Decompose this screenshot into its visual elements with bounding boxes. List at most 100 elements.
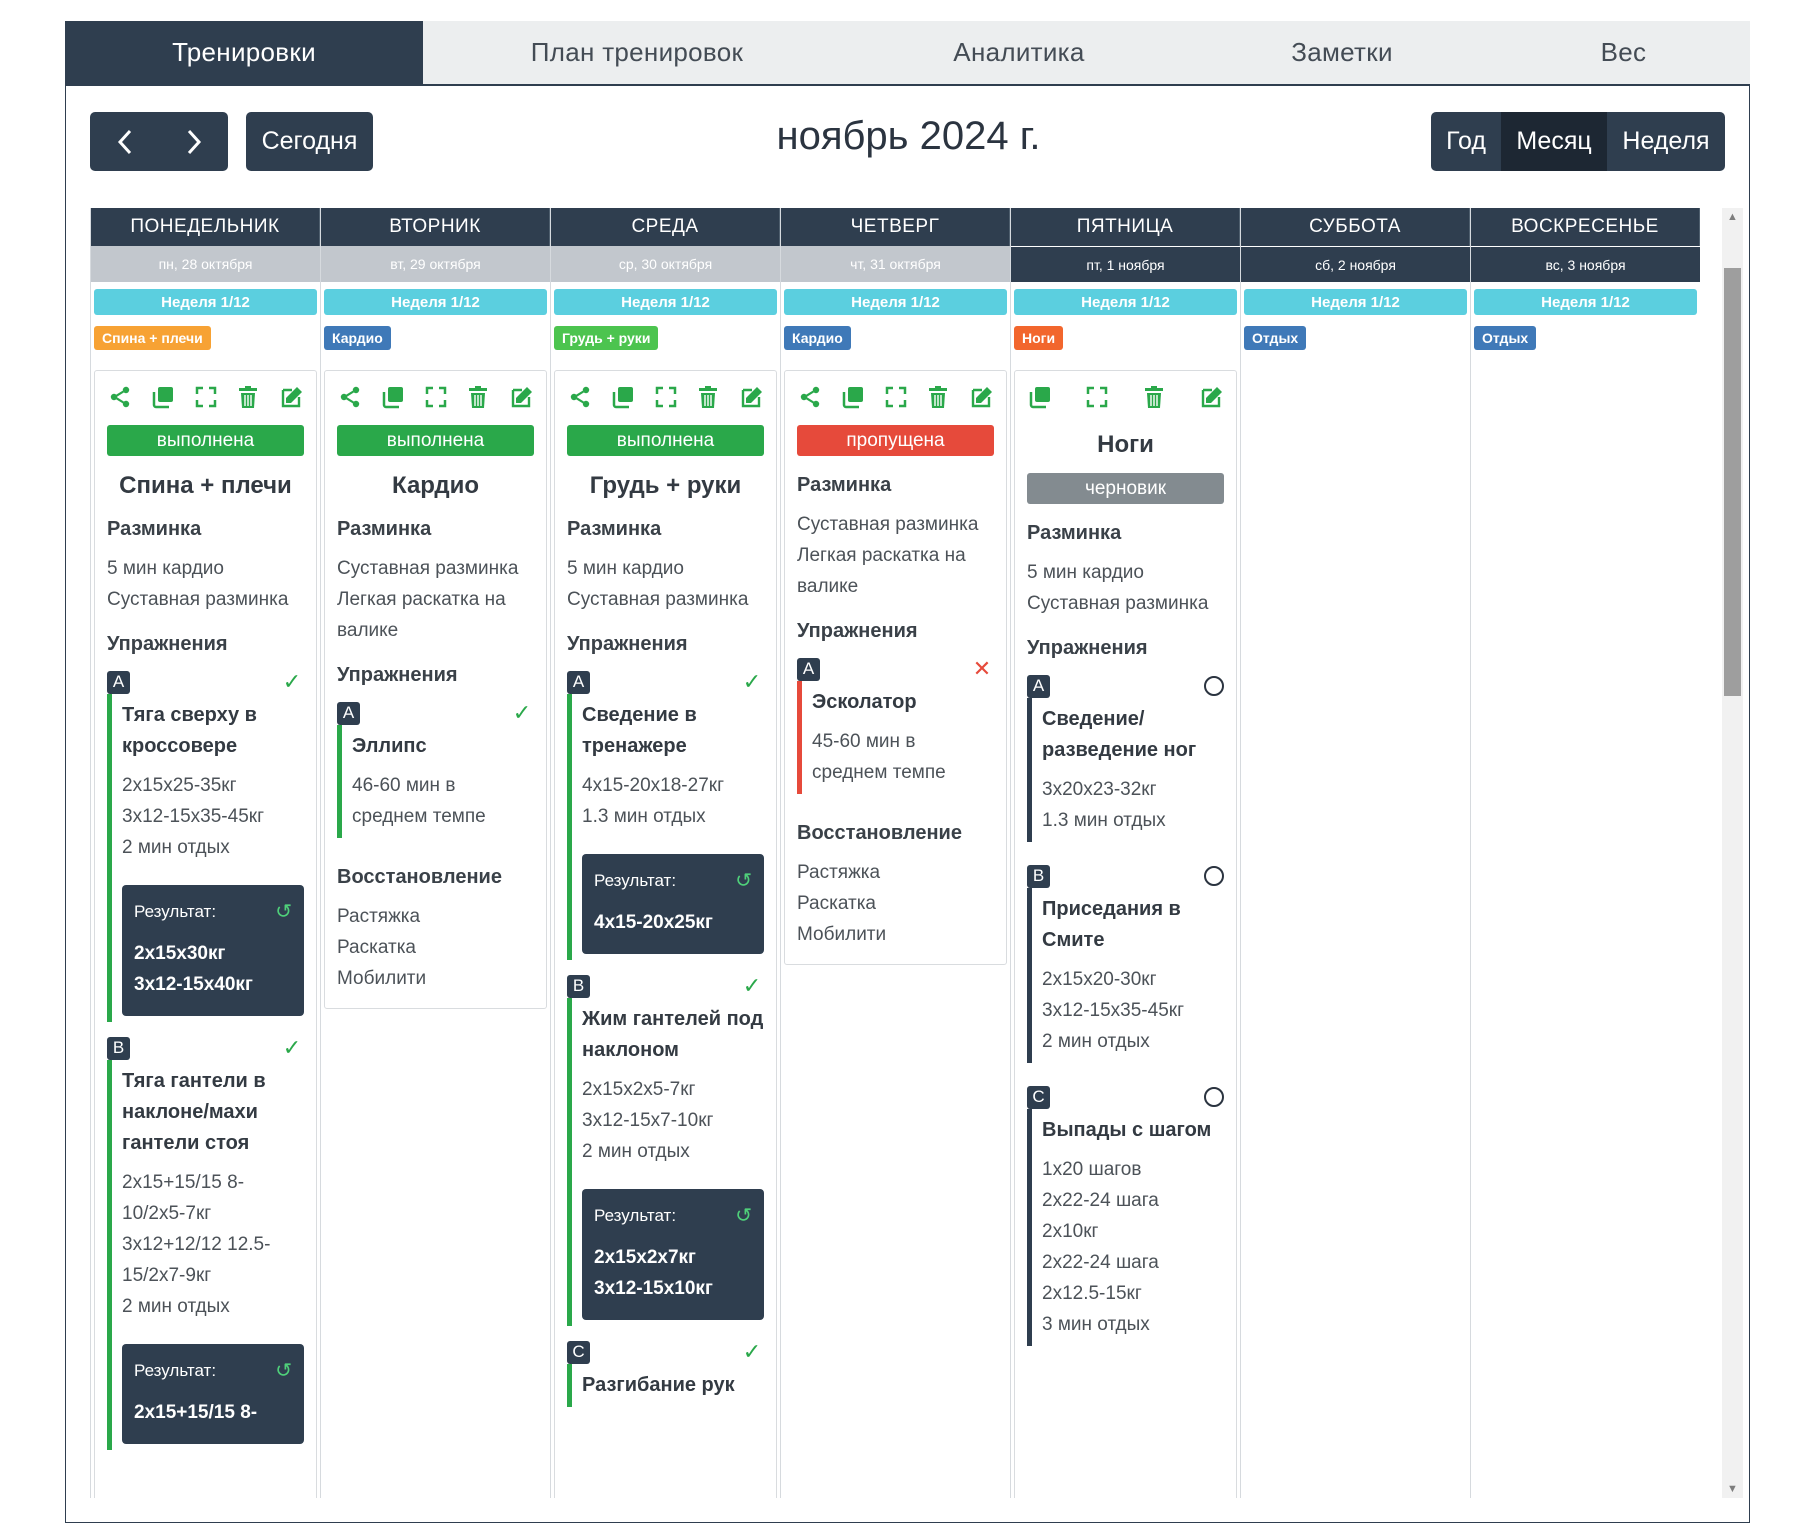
history-icon[interactable]: ↺ [275, 901, 292, 923]
exercise-detail: 1.3 мин отдых [1042, 810, 1166, 831]
trash-icon[interactable] [1141, 384, 1167, 410]
day-date[interactable]: вс, 3 ноября [1471, 246, 1700, 282]
expand-icon[interactable] [883, 384, 909, 410]
day-date[interactable]: пн, 28 октября [91, 246, 320, 282]
history-icon[interactable]: ↺ [735, 1205, 752, 1227]
view-week-button[interactable]: Неделя [1622, 127, 1710, 155]
exercise-item[interactable]: B ✓ Тяга гантели в наклоне/махи гантели с… [107, 1035, 304, 1450]
workout-card[interactable]: Ноги черновик Разминка 5 мин кардио Суст… [1014, 370, 1237, 1498]
workout-card[interactable]: выполнена Кардио Разминка Суставная разм… [324, 370, 547, 1009]
share-icon[interactable] [797, 384, 823, 410]
edit-icon[interactable] [1198, 384, 1224, 410]
workout-tag[interactable]: Спина + плечи [94, 326, 211, 350]
expand-icon[interactable] [423, 384, 449, 410]
workout-tag[interactable]: Грудь + руки [554, 326, 659, 350]
day-date[interactable]: сб, 2 ноября [1241, 246, 1470, 282]
exercise-item[interactable]: A ✕ Эсколатор 45-60 мин в среднем темпе [797, 656, 994, 794]
scrollbar-thumb[interactable] [1724, 268, 1741, 696]
trash-icon[interactable] [925, 384, 951, 410]
day-date[interactable]: пт, 1 ноября [1011, 246, 1240, 282]
rest-tag[interactable]: Отдых [1474, 326, 1537, 350]
expand-icon[interactable] [1084, 384, 1110, 410]
view-year-button[interactable]: Год [1446, 127, 1486, 155]
day-column-sunday: ВОСКРЕСЕНЬЕ вс, 3 ноября Неделя 1/12 Отд… [1470, 208, 1700, 1498]
exercise-item[interactable]: C ✓ Разгибание рук [567, 1339, 764, 1407]
exercise-item[interactable]: B ✓ Жим гантелей под наклоном 2x15x2x5-7к… [567, 973, 764, 1326]
exercise-item[interactable]: A ✓ Тяга сверху в кроссовере 2x15x25-35кг… [107, 669, 304, 1022]
scroll-up-arrow-icon[interactable]: ▲ [1727, 211, 1738, 223]
status-badge: черновик [1027, 473, 1224, 504]
warmup-list: 5 мин кардио Суставная разминка [1027, 557, 1224, 619]
edit-icon[interactable] [508, 384, 534, 410]
recovery-item: Мобилити [337, 968, 427, 989]
circle-icon[interactable] [1204, 676, 1224, 696]
history-icon[interactable]: ↺ [735, 870, 752, 892]
edit-icon[interactable] [968, 384, 994, 410]
tab-trainings[interactable]: Тренировки [65, 21, 423, 84]
expand-icon[interactable] [193, 384, 219, 410]
workout-tag[interactable]: Кардио [324, 326, 391, 350]
chevron-left-icon [117, 129, 131, 154]
circle-icon[interactable] [1204, 1087, 1224, 1107]
exercise-detail: 2x15x25-35кг [122, 775, 237, 796]
exercise-item[interactable]: B Приседания в Смите 2x15x20-30кг 3x12-1… [1027, 864, 1224, 1063]
copy-icon[interactable] [150, 384, 176, 410]
workout-tag[interactable]: Ноги [1014, 326, 1064, 350]
trash-icon[interactable] [465, 384, 491, 410]
exercise-detail: 2x15x2x5-7кг [582, 1079, 696, 1100]
next-month-button[interactable] [159, 129, 228, 155]
recovery-list: Растяжка Раскатка Мобилити [797, 857, 994, 950]
workout-card[interactable]: выполнена Грудь + руки Разминка 5 мин ка… [554, 370, 777, 1498]
today-button[interactable]: Сегодня [246, 112, 373, 171]
day-date[interactable]: чт, 31 октября [781, 246, 1010, 282]
edit-icon[interactable] [278, 384, 304, 410]
copy-icon[interactable] [380, 384, 406, 410]
result-label: Результат: [594, 1205, 677, 1225]
tab-notes[interactable]: Заметки [1291, 37, 1393, 67]
workout-card[interactable]: пропущена Разминка Суставная разминка Ле… [784, 370, 1007, 965]
exercise-detail: 3x12-15x7-10кг [582, 1110, 714, 1131]
prev-month-button[interactable] [90, 129, 159, 155]
exercise-item[interactable]: A ✓ Сведение в тренажере 4x15-20x18-27кг … [567, 669, 764, 960]
circle-icon[interactable] [1204, 866, 1224, 886]
exercise-letter: C [567, 1340, 590, 1364]
workout-tag[interactable]: Кардио [784, 326, 851, 350]
close-icon: ✕ [972, 656, 992, 681]
tab-training-plan[interactable]: План тренировок [530, 37, 744, 67]
copy-icon[interactable] [1027, 384, 1053, 410]
week-badge: Неделя 1/12 [1014, 289, 1237, 315]
exercise-item[interactable]: A ✓ Эллипс 46-60 мин в среднем темпе [337, 700, 534, 838]
result-box: Результат: ↺ 2x15x2x7кг 3x12-15x10кг [582, 1189, 764, 1320]
copy-icon[interactable] [840, 384, 866, 410]
view-month-button[interactable]: Месяц [1501, 112, 1607, 171]
tab-analytics[interactable]: Аналитика [953, 37, 1085, 67]
workout-card[interactable]: выполнена Спина + плечи Разминка 5 мин к… [94, 370, 317, 1498]
warmup-item: Суставная разминка [337, 558, 519, 579]
day-date[interactable]: вт, 29 октября [321, 246, 550, 282]
exercise-name: Эсколатор [812, 691, 917, 713]
exercise-item[interactable]: A Сведение/ разведение ног 3x20x23-32кг … [1027, 674, 1224, 842]
share-icon[interactable] [337, 384, 363, 410]
share-icon[interactable] [107, 384, 133, 410]
share-icon[interactable] [567, 384, 593, 410]
copy-icon[interactable] [610, 384, 636, 410]
scroll-down-arrow-icon[interactable]: ▼ [1727, 1483, 1738, 1495]
exercise-item[interactable]: C Выпады с шагом 1x20 шагов 2x22-24 шага… [1027, 1085, 1224, 1346]
trash-icon[interactable] [695, 384, 721, 410]
tab-weight[interactable]: Вес [1600, 37, 1647, 67]
exercise-name: Сведение/ разведение ног [1042, 708, 1197, 761]
expand-icon[interactable] [653, 384, 679, 410]
result-value: 2x15x30кг [134, 943, 226, 964]
vertical-scrollbar[interactable]: ▲ ▼ [1722, 208, 1743, 1498]
trash-icon[interactable] [235, 384, 261, 410]
rest-tag[interactable]: Отдых [1244, 326, 1307, 350]
day-date[interactable]: ср, 30 октября [551, 246, 780, 282]
edit-icon[interactable] [738, 384, 764, 410]
result-label: Результат: [594, 870, 677, 890]
exercises-heading: Упражнения [1027, 637, 1148, 659]
status-badge: выполнена [567, 425, 764, 456]
history-icon[interactable]: ↺ [275, 1360, 292, 1382]
exercise-name: Выпады с шагом [1042, 1119, 1212, 1141]
exercise-letter: A [107, 670, 130, 694]
day-name: СУББОТА [1241, 208, 1470, 246]
